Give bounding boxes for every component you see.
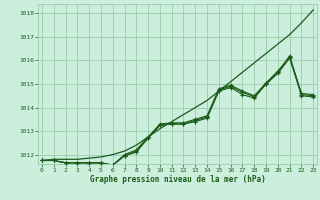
X-axis label: Graphe pression niveau de la mer (hPa): Graphe pression niveau de la mer (hPa) [90, 175, 266, 184]
